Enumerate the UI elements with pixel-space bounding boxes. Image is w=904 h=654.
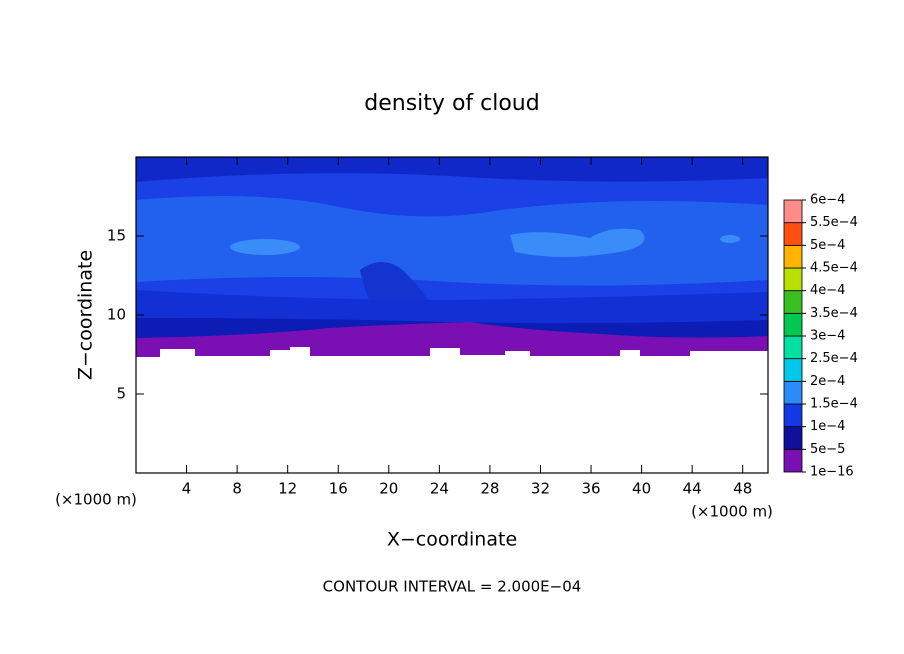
colorbar-label: 2.5e−4 <box>810 351 858 366</box>
colorbar-box <box>783 448 803 473</box>
colorbar-label: 5e−5 <box>810 442 845 457</box>
field-mid <box>136 196 768 286</box>
field-patch <box>720 235 740 243</box>
colorbar-label: 3.5e−4 <box>810 306 858 321</box>
x-tick-label: 20 <box>379 480 398 498</box>
colorbar-box <box>783 335 803 360</box>
x-tick-label: 24 <box>430 480 449 498</box>
x-unit-label: (×1000 m) <box>691 503 773 521</box>
x-tick-label: 8 <box>232 480 242 498</box>
colorbar-box <box>783 380 803 405</box>
colorbar-label: 3e−4 <box>810 329 845 344</box>
contour-field <box>136 157 768 473</box>
colorbar-label: 5.5e−4 <box>810 215 858 230</box>
colorbar-box <box>783 244 803 269</box>
field-patch <box>230 239 300 255</box>
colorbar-label: 1e−16 <box>810 465 854 480</box>
x-tick-label: 44 <box>683 480 702 498</box>
colorbar-label: 5e−4 <box>810 238 845 253</box>
y-axis-label: Z−coordinate <box>75 250 97 380</box>
x-axis-label: X−coordinate <box>387 529 517 551</box>
colorbar-label: 2e−4 <box>810 374 845 389</box>
colorbar-box <box>783 267 803 292</box>
x-tick-label: 40 <box>632 480 651 498</box>
y-tick-label: 15 <box>107 227 126 245</box>
colorbar-box <box>783 312 803 337</box>
colorbar-label: 4e−4 <box>810 283 845 298</box>
chart-title: density of cloud <box>364 91 539 116</box>
x-tick-label: 28 <box>480 480 499 498</box>
colorbar-label: 1e−4 <box>810 419 845 434</box>
colorbar-box <box>783 290 803 314</box>
x-tick-label: 4 <box>182 480 192 498</box>
colorbar-label: 4.5e−4 <box>810 261 858 276</box>
field-patch <box>510 228 645 257</box>
colorbar-box <box>783 222 803 246</box>
x-tick-label: 36 <box>581 480 600 498</box>
x-unit-label: (×1000 m) <box>55 491 137 509</box>
y-tick-label: 5 <box>116 385 126 403</box>
x-tick-label: 32 <box>531 480 550 498</box>
colorbar-box <box>783 358 803 382</box>
colorbar-label: 6e−4 <box>810 193 845 208</box>
colorbar-box <box>783 426 803 450</box>
colorbar-label: 1.5e−4 <box>810 397 858 412</box>
field-top-band <box>136 157 768 182</box>
x-tick-label: 16 <box>329 480 348 498</box>
y-tick-label: 10 <box>107 306 126 324</box>
x-tick-label: 48 <box>733 480 752 498</box>
field-empty <box>136 347 768 473</box>
x-tick-label: 12 <box>278 480 297 498</box>
colorbar-box <box>783 403 803 428</box>
contour-interval-note: CONTOUR INTERVAL = 2.000E−04 <box>323 578 582 596</box>
colorbar-box <box>783 199 803 224</box>
